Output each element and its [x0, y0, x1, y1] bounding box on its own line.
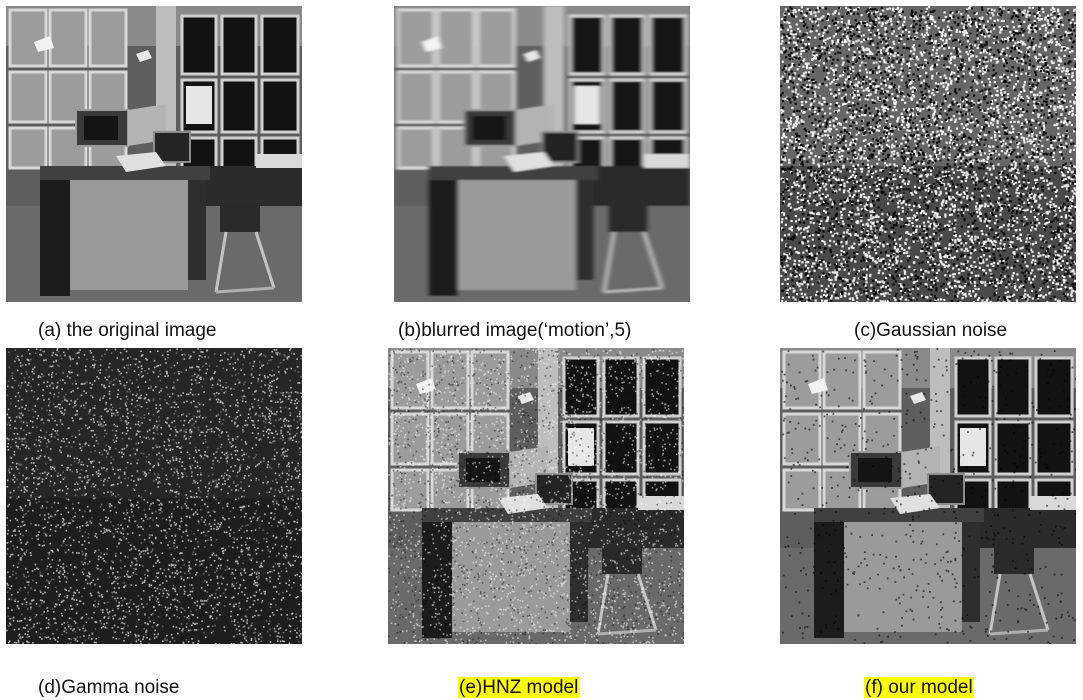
panel-hnz-model: [388, 348, 684, 644]
office-scene-original: [6, 6, 302, 302]
caption-f: (f) our model: [864, 677, 974, 698]
caption-d: (d)Gamma noise: [38, 677, 180, 698]
panel-original-image: [6, 6, 302, 302]
caption-a: (a) the original image: [38, 320, 217, 341]
caption-c: (c)Gaussian noise: [854, 320, 1008, 341]
panel-blurred-image: [394, 6, 690, 302]
office-scene-gamma: [6, 348, 302, 644]
panel-gaussian-noise: [780, 6, 1076, 302]
office-scene-gaussian: [780, 6, 1076, 302]
panel-our-model: [780, 348, 1076, 644]
office-scene-blurred: [394, 6, 690, 302]
panel-gamma-noise: [6, 348, 302, 644]
caption-e: (e)HNZ model: [458, 677, 580, 698]
caption-b: (b)blurred image(‘motion’,5): [398, 320, 632, 341]
office-scene-hnz: [388, 348, 684, 644]
office-scene-ours: [780, 348, 1076, 644]
